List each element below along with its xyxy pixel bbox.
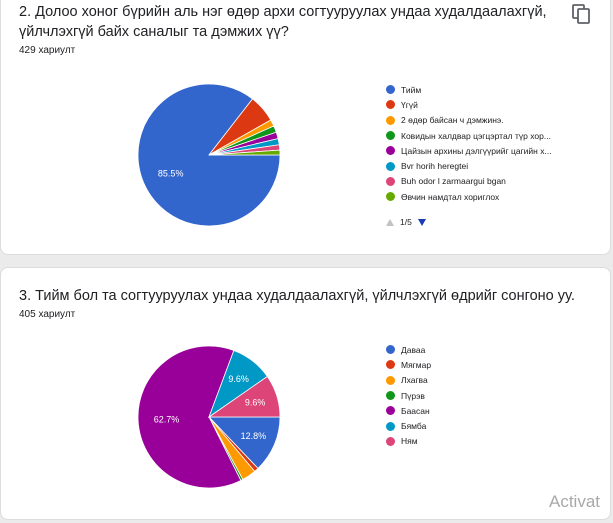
question-title: 3. Тийм бол та согтууруулах ундаа худалд… <box>19 288 575 304</box>
response-count: 429 хариулт <box>19 45 76 56</box>
legend-swatch <box>386 176 395 186</box>
legend-label: Тийм <box>401 84 422 95</box>
legend-swatch <box>386 421 395 431</box>
legend-item: Мягмар <box>386 357 431 372</box>
legend-swatch <box>386 85 395 95</box>
legend-swatch <box>386 436 395 446</box>
legend-label: Цайзын архины дэлгүүрийг цагийн х... <box>401 145 552 156</box>
legend-item: Бямба <box>386 418 431 433</box>
legend-item: Ковидын халдвар цэгцэртал түр хор... <box>386 128 552 143</box>
legend-label: Баасан <box>401 405 430 416</box>
slice-label: 62.7% <box>154 414 180 424</box>
legend-item: Buh odor l zarmaargui bgan <box>386 174 552 189</box>
pager-text: 1/5 <box>400 217 412 227</box>
legend-label: 2 өдөр байсан ч дэмжинэ. <box>401 115 504 126</box>
legend-swatch <box>386 192 395 202</box>
pie-slice <box>137 345 242 489</box>
legend-label: Мягмар <box>401 359 432 370</box>
question-card-2: 2. Долоо хоног бүрийн аль нэг өдөр архи … <box>0 0 611 255</box>
legend-label: Бямба <box>401 421 427 432</box>
legend-swatch <box>386 115 395 125</box>
legend-swatch <box>386 100 395 110</box>
legend-item: Ням <box>386 434 431 449</box>
legend-swatch <box>386 161 395 171</box>
question-card-3: 3. Тийм бол та согтууруулах ундаа худалд… <box>0 267 611 520</box>
pie-chart: 12.8% 62.7% 9.6% 9.6% <box>137 345 281 489</box>
slice-label: 85.5% <box>158 169 184 179</box>
legend-swatch <box>386 375 395 385</box>
slice-label: 9.6% <box>228 374 249 384</box>
legend-swatch <box>386 345 395 355</box>
legend-swatch <box>386 131 395 141</box>
legend-item: 2 өдөр байсан ч дэмжинэ. <box>386 113 552 128</box>
copy-icon[interactable] <box>572 4 590 24</box>
response-count: 405 хариулт <box>19 309 76 320</box>
legend-swatch <box>386 360 395 370</box>
slice-label: 9.6% <box>245 398 266 408</box>
page-down-icon[interactable] <box>417 218 426 226</box>
legend-label: Үгүй <box>401 99 418 110</box>
legend-item: Баасан <box>386 403 431 418</box>
legend-label: Buh odor l zarmaargui bgan <box>401 176 506 187</box>
legend-item: Пүрэв <box>386 388 431 403</box>
legend-swatch <box>386 146 395 156</box>
legend-label: Лхагва <box>401 375 428 386</box>
question-title: 2. Долоо хоног бүрийн аль нэг өдөр архи … <box>19 4 547 40</box>
legend-pager: 1/5 <box>386 217 426 227</box>
page-up-icon <box>386 218 394 226</box>
legend-item: Bvr horih heregtei <box>386 158 552 173</box>
legend-item: Үгүй <box>386 97 552 112</box>
legend-label: Пүрэв <box>401 390 425 401</box>
activation-watermark: Activat <box>549 492 601 511</box>
legend-item: Өвчин намдтал хориглох <box>386 189 552 204</box>
legend-swatch <box>386 406 395 416</box>
legend-item: Даваа <box>386 342 431 357</box>
legend-label: Ням <box>401 436 418 447</box>
legend-item: Цайзын архины дэлгүүрийг цагийн х... <box>386 143 552 158</box>
pie-slice <box>207 375 281 418</box>
pie-slice <box>208 416 281 469</box>
legend-label: Даваа <box>401 344 426 355</box>
pie-slice <box>208 149 281 156</box>
chart-legend: Даваа Мягмар Лхагва Пүрэв Баасан Бямба Ням <box>386 342 431 449</box>
pie-chart: 85.5% <box>137 83 281 227</box>
legend-label: Өвчин намдтал хориглох <box>401 191 500 202</box>
legend-label: Bvr horih heregtei <box>401 161 469 172</box>
legend-label: Ковидын халдвар цэгцэртал түр хор... <box>401 130 551 141</box>
legend-item: Лхагва <box>386 373 431 388</box>
legend-swatch <box>386 391 395 401</box>
chart-legend: Тийм Үгүй 2 өдөр байсан ч дэмжинэ. Ковидын … <box>386 82 552 204</box>
slice-label: 12.8% <box>241 431 267 441</box>
legend-item: Тийм <box>386 82 552 97</box>
